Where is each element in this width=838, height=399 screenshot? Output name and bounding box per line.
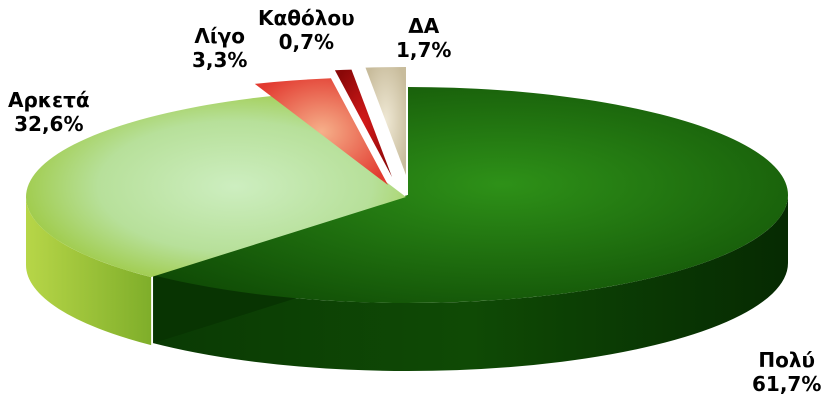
slice-label-text: ΔΑ xyxy=(408,14,440,38)
pie-tops xyxy=(26,67,789,303)
slice-value-text: 0,7% xyxy=(278,30,335,54)
slice-label-arketa: Αρκετά 32,6% xyxy=(8,88,90,136)
slice-label-text: Αρκετά xyxy=(8,88,90,112)
slice-label-text: Πολύ xyxy=(758,348,816,372)
slice-label-text: Λίγο xyxy=(194,24,246,48)
slice-value-text: 3,3% xyxy=(192,48,248,72)
slice-label-da: ΔΑ 1,7% xyxy=(396,14,451,62)
slice-label-ligo: Λίγο 3,3% xyxy=(192,24,247,72)
slice-label-text: Καθόλου xyxy=(258,6,355,30)
slice-value-text: 32,6% xyxy=(14,112,84,136)
pie-slice-2 xyxy=(254,78,388,185)
slice-value-text: 1,7% xyxy=(396,38,452,62)
pie-slice-1 xyxy=(26,95,406,278)
slice-label-katholou: Καθόλου 0,7% xyxy=(258,6,355,54)
slice-label-poly: Πολύ 61,7% xyxy=(752,348,821,396)
pie-slice-side-1 xyxy=(26,197,152,346)
pie-slice-4 xyxy=(365,67,406,175)
pie-slice-3 xyxy=(334,69,392,177)
pie-slice-side-0 xyxy=(153,195,789,371)
slice-value-text: 61,7% xyxy=(752,372,822,396)
pie-slice-0 xyxy=(153,87,789,303)
